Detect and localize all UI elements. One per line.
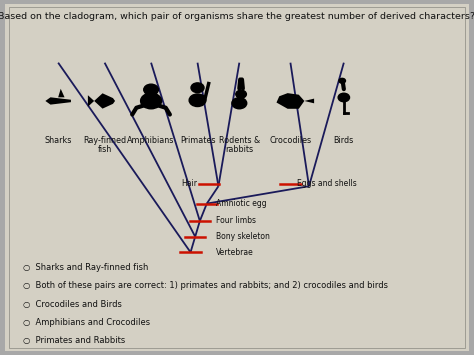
Text: Primates: Primates [180,136,215,145]
Text: Ray-finned
fish: Ray-finned fish [83,136,126,154]
Text: Rodents &
rabbits: Rodents & rabbits [219,136,260,154]
Text: ○  Amphibians and Crocodiles: ○ Amphibians and Crocodiles [23,318,150,327]
Circle shape [339,78,346,83]
Polygon shape [58,89,64,97]
Circle shape [189,94,206,106]
Text: Birds: Birds [334,136,354,145]
Polygon shape [46,97,71,109]
Circle shape [144,84,158,95]
Text: Vertebrae: Vertebrae [216,248,254,257]
Text: Four limbs: Four limbs [216,217,256,225]
Circle shape [236,90,246,98]
Text: Based on the cladogram, which pair of organisms share the greatest number of der: Based on the cladogram, which pair of or… [0,12,474,21]
Circle shape [338,93,349,102]
Polygon shape [94,93,115,109]
Text: Amphibians: Amphibians [128,136,175,145]
Polygon shape [88,95,94,107]
Text: ○  Both of these pairs are correct: 1) primates and rabbits; and 2) crocodiles a: ○ Both of these pairs are correct: 1) pr… [23,281,388,290]
Circle shape [191,83,204,93]
Text: Eggs and shells: Eggs and shells [297,179,357,188]
Text: ○  Sharks and Ray-finned fish: ○ Sharks and Ray-finned fish [23,263,149,272]
Text: ○  Crocodiles and Birds: ○ Crocodiles and Birds [23,300,122,308]
Polygon shape [276,93,304,109]
Text: ○  Primates and Rabbits: ○ Primates and Rabbits [23,337,126,345]
Text: Amniotic egg: Amniotic egg [216,199,267,208]
Text: Sharks: Sharks [45,136,72,145]
Circle shape [141,93,162,109]
FancyBboxPatch shape [9,7,465,348]
Polygon shape [304,99,314,103]
Circle shape [232,98,247,109]
Text: Bony skeleton: Bony skeleton [216,232,270,241]
Text: Crocodiles: Crocodiles [269,136,311,145]
Text: Hair: Hair [182,179,198,188]
